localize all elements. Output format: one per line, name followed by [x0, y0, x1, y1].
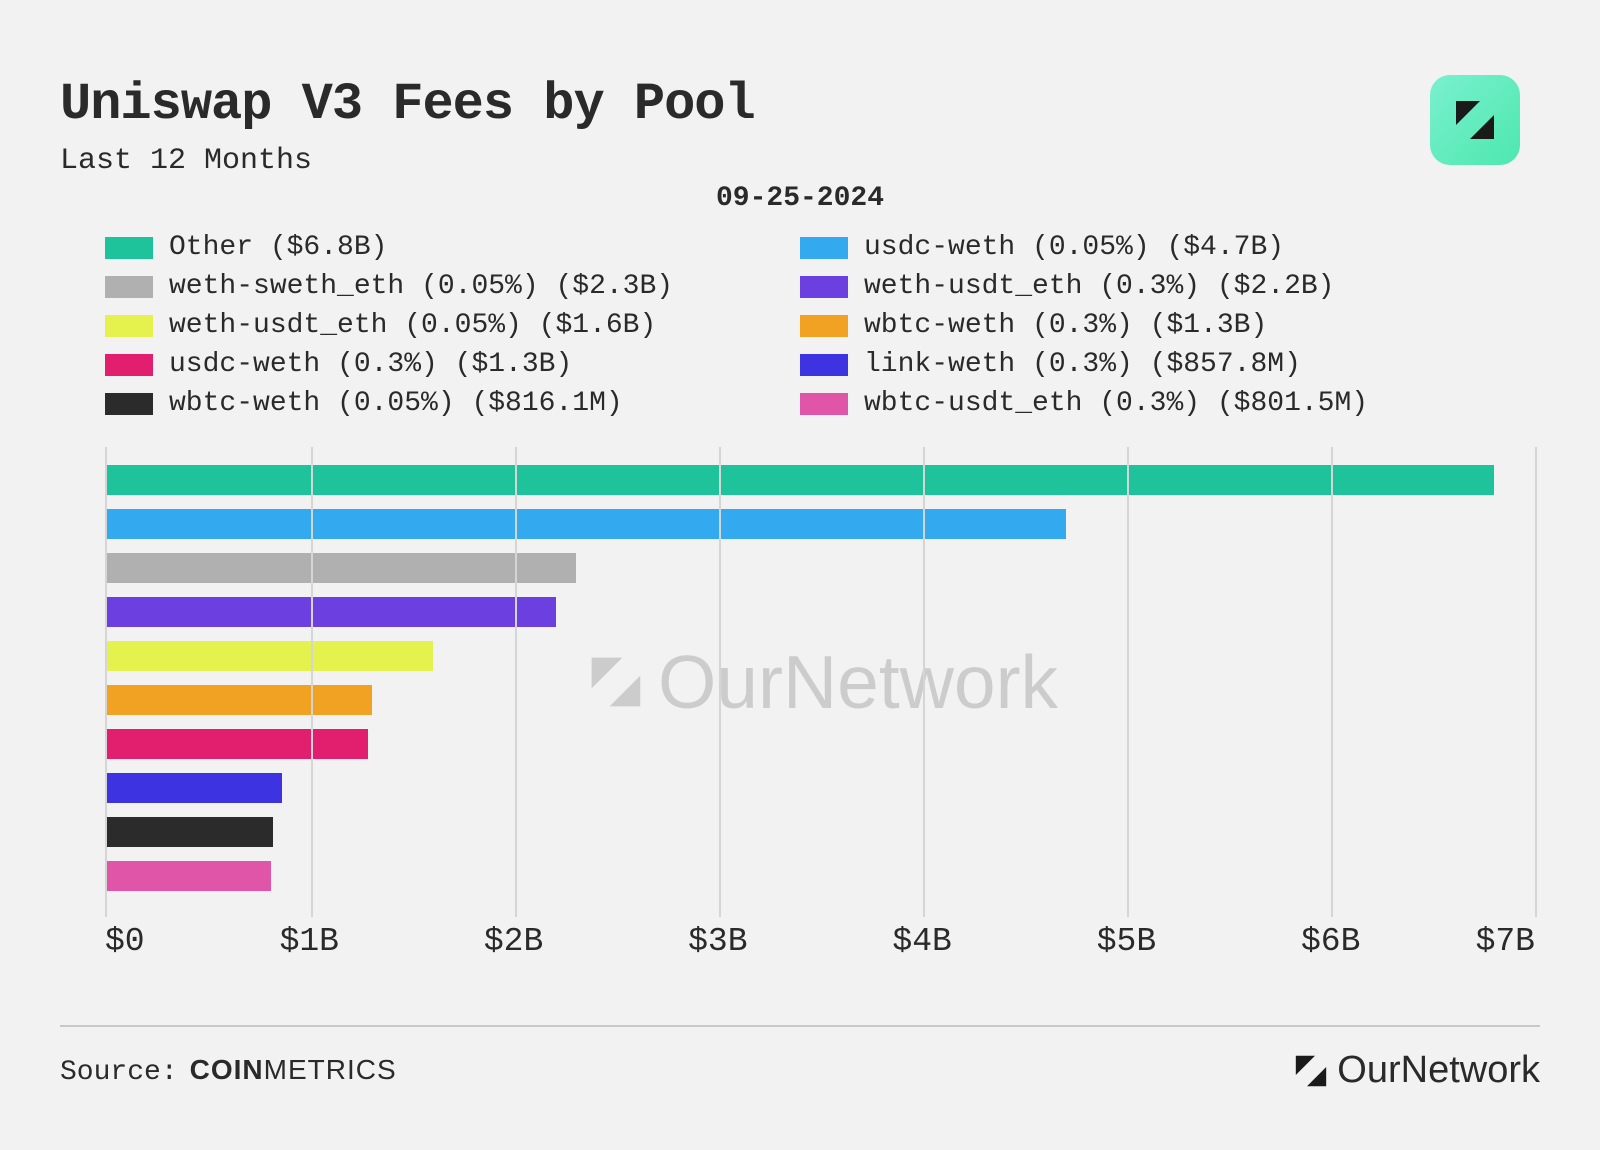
gridline — [1535, 447, 1537, 917]
gridline — [719, 447, 721, 917]
gridline — [1127, 447, 1129, 917]
gridline — [515, 447, 517, 917]
bar — [107, 641, 433, 671]
bar — [107, 729, 368, 759]
legend-label: weth-usdt_eth (0.05%) ($1.6B) — [169, 310, 656, 341]
source-brand: COINMETRICS — [190, 1054, 397, 1086]
legend-swatch — [105, 315, 153, 337]
x-tick-label: $1B — [280, 923, 339, 960]
x-tick-label: $4B — [892, 923, 951, 960]
legend-swatch — [105, 237, 153, 259]
legend-item: wbtc-usdt_eth (0.3%) ($801.5M) — [800, 388, 1495, 419]
legend-swatch — [105, 354, 153, 376]
legend-swatch — [105, 393, 153, 415]
legend-column-left: Other ($6.8B) weth-sweth_eth (0.05%) ($2.… — [105, 232, 800, 419]
legend-item: weth-usdt_eth (0.3%) ($2.2B) — [800, 271, 1495, 302]
gridline — [311, 447, 313, 917]
arrow-logo-icon — [1450, 95, 1500, 145]
legend-label: weth-usdt_eth (0.3%) ($2.2B) — [864, 271, 1334, 302]
legend-label: usdc-weth (0.3%) ($1.3B) — [169, 349, 572, 380]
bar — [107, 465, 1494, 495]
legend-label: weth-sweth_eth (0.05%) ($2.3B) — [169, 271, 673, 302]
x-axis: $0 $1B $2B $3B $4B $5B $6B $7B — [105, 919, 1535, 969]
legend-item: usdc-weth (0.05%) ($4.7B) — [800, 232, 1495, 263]
footer-brand: OurNetwork — [1291, 1049, 1540, 1092]
legend-label: wbtc-usdt_eth (0.3%) ($801.5M) — [864, 388, 1368, 419]
bars-group — [107, 465, 1535, 891]
bar — [107, 509, 1066, 539]
chart-title: Uniswap V3 Fees by Pool — [60, 75, 1540, 134]
source-attribution: Source: COINMETRICS — [60, 1054, 397, 1088]
footer-brand-text: OurNetwork — [1337, 1049, 1540, 1092]
legend-label: Other ($6.8B) — [169, 232, 387, 263]
bar — [107, 773, 282, 803]
legend: Other ($6.8B) weth-sweth_eth (0.05%) ($2.… — [60, 232, 1540, 419]
legend-swatch — [105, 276, 153, 298]
source-label: Source: — [60, 1057, 178, 1088]
legend-item: wbtc-weth (0.3%) ($1.3B) — [800, 310, 1495, 341]
x-tick-label: $0 — [105, 923, 145, 960]
x-tick-label: $3B — [688, 923, 747, 960]
bar — [107, 685, 372, 715]
legend-swatch — [800, 393, 848, 415]
legend-label: link-weth (0.3%) ($857.8M) — [864, 349, 1301, 380]
footer: Source: COINMETRICS OurNetwork — [60, 1025, 1540, 1092]
legend-swatch — [800, 354, 848, 376]
legend-label: wbtc-weth (0.3%) ($1.3B) — [864, 310, 1267, 341]
legend-label: wbtc-weth (0.05%) ($816.1M) — [169, 388, 623, 419]
legend-item: usdc-weth (0.3%) ($1.3B) — [105, 349, 800, 380]
chart-area: OurNetwork $0 $1B $2B $3B $4B $5B $6B $7B — [60, 447, 1540, 967]
footer-logo-icon — [1291, 1051, 1331, 1091]
chart-plot: OurNetwork — [105, 447, 1535, 917]
x-tick-label: $2B — [484, 923, 543, 960]
legend-item: link-weth (0.3%) ($857.8M) — [800, 349, 1495, 380]
x-tick-label: $6B — [1301, 923, 1360, 960]
legend-swatch — [800, 237, 848, 259]
legend-item: weth-usdt_eth (0.05%) ($1.6B) — [105, 310, 800, 341]
legend-item: wbtc-weth (0.05%) ($816.1M) — [105, 388, 800, 419]
chart-date: 09-25-2024 — [60, 183, 1540, 214]
legend-item: Other ($6.8B) — [105, 232, 800, 263]
gridline — [1331, 447, 1333, 917]
legend-item: weth-sweth_eth (0.05%) ($2.3B) — [105, 271, 800, 302]
bar — [107, 861, 271, 891]
chart-container: Uniswap V3 Fees by Pool Last 12 Months 0… — [0, 0, 1600, 967]
bar — [107, 817, 273, 847]
brand-logo-badge — [1430, 75, 1520, 165]
gridline — [923, 447, 925, 917]
source-brand-bold: COIN — [190, 1054, 264, 1085]
bar — [107, 597, 556, 627]
bar — [107, 553, 576, 583]
x-tick-label: $5B — [1097, 923, 1156, 960]
legend-label: usdc-weth (0.05%) ($4.7B) — [864, 232, 1284, 263]
legend-column-right: usdc-weth (0.05%) ($4.7B) weth-usdt_eth (… — [800, 232, 1495, 419]
legend-swatch — [800, 276, 848, 298]
source-brand-rest: METRICS — [264, 1054, 397, 1085]
x-tick-label: $7B — [1476, 923, 1535, 960]
legend-swatch — [800, 315, 848, 337]
chart-subtitle: Last 12 Months — [60, 144, 1540, 178]
